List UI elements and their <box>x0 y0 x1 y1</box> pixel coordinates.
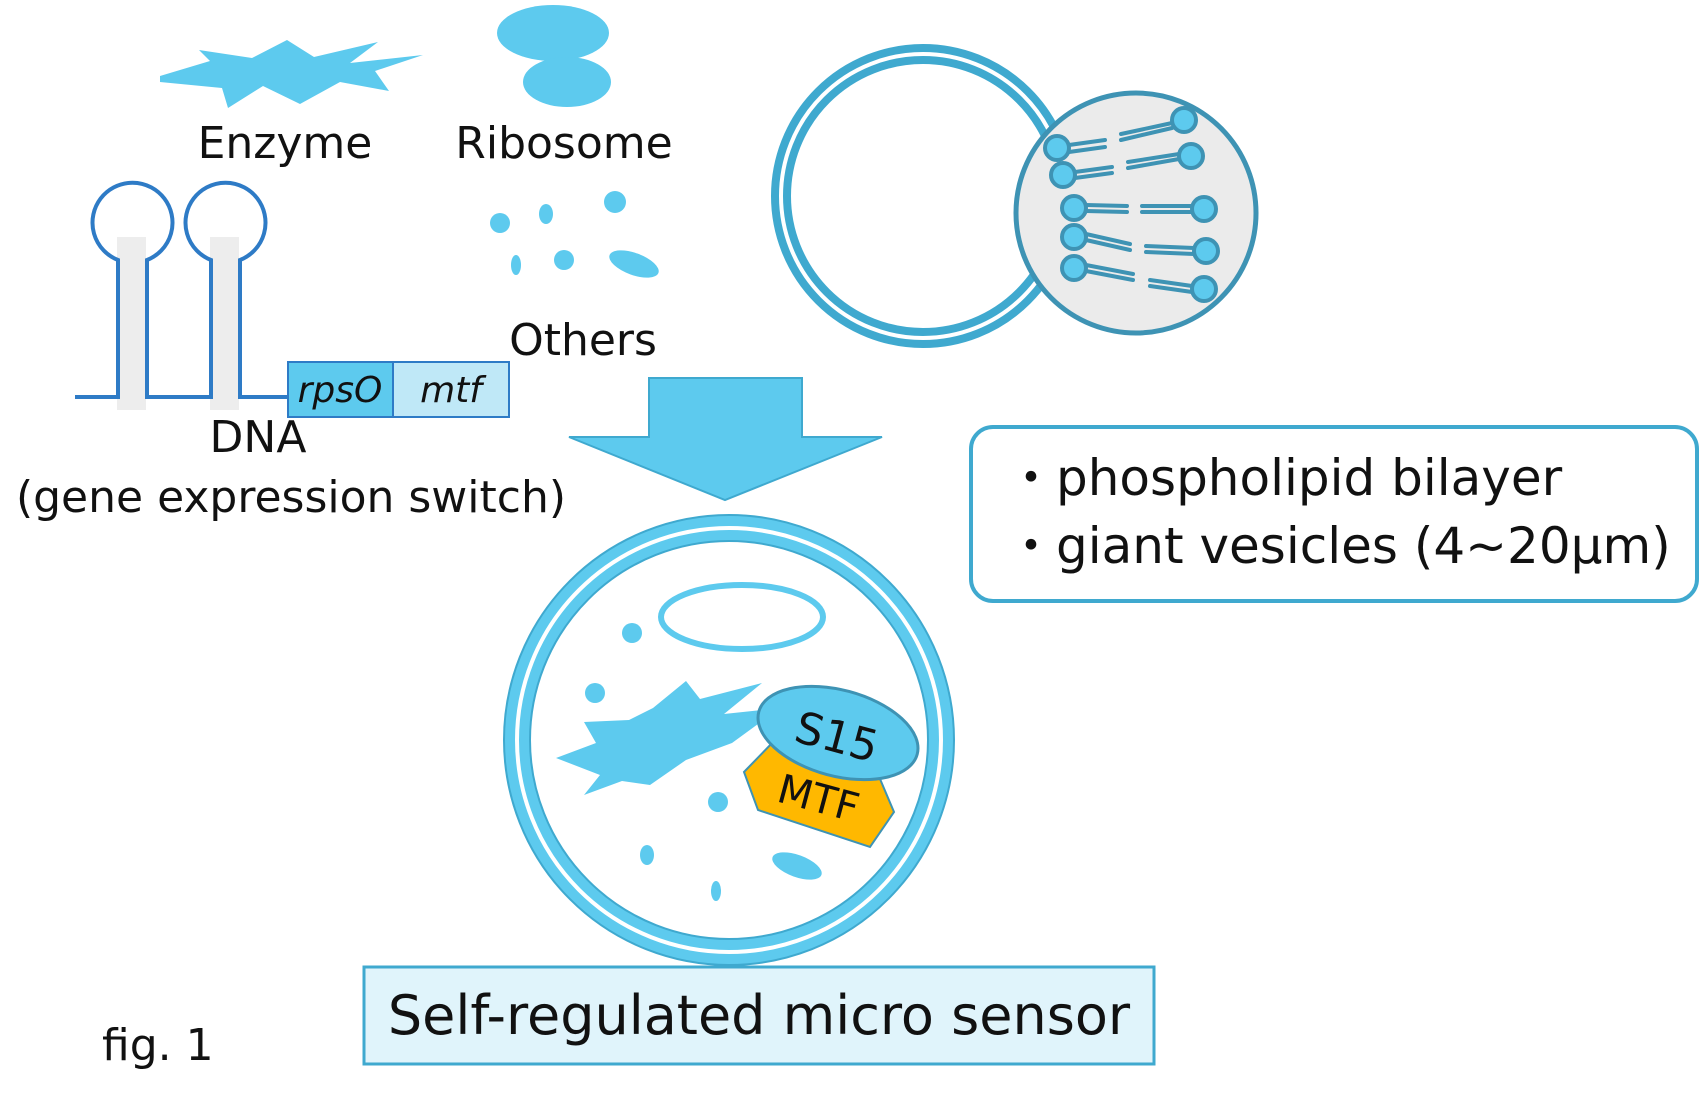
molecule-dot <box>554 250 574 270</box>
bilayer-zoom-panel <box>1013 90 1259 336</box>
dna-hairpin-structure <box>75 180 290 410</box>
molecule-dot <box>490 213 510 233</box>
dna-sublabel: (gene expression switch) <box>16 472 566 523</box>
gene-rpso-box <box>287 361 394 418</box>
inner-vesicle-icon <box>658 582 826 652</box>
molecule-dot <box>711 881 721 901</box>
lipid-tails <box>1067 121 1196 294</box>
caption-text: Self-regulated micro sensor <box>388 984 1131 1047</box>
ribosome-label: Ribosome <box>455 118 672 169</box>
inner-enzyme-icon <box>556 681 780 795</box>
enzyme-label: Enzyme <box>198 118 373 169</box>
molecule-dot <box>539 204 553 224</box>
info-bullet-phospholipid: ・phospholipid bilayer <box>1006 449 1563 507</box>
phospholipid-molecules <box>1043 106 1220 303</box>
vesicle-info-box <box>969 425 1699 603</box>
caption-box <box>362 965 1156 1066</box>
ribosome-small-subunit-icon <box>523 57 611 107</box>
ribosome-large-subunit-icon <box>497 5 609 61</box>
molecule-dot <box>640 845 654 865</box>
molecule-dot <box>772 852 822 880</box>
micro-sensor-vesicle <box>503 514 955 966</box>
others-molecules <box>490 191 659 278</box>
inner-molecules <box>585 623 822 901</box>
others-label: Others <box>509 315 657 366</box>
molecule-dot <box>622 623 642 643</box>
s15-protein-icon <box>756 684 920 782</box>
dna-label: DNA <box>210 412 307 463</box>
info-bullet-giant-vesicles: ・giant vesicles (4~20µm) <box>1006 517 1671 575</box>
molecule-dot <box>604 191 626 213</box>
enzyme-icon <box>160 40 423 108</box>
molecule-dot <box>708 792 728 812</box>
molecule-dot <box>585 683 605 703</box>
molecule-dot <box>609 250 659 278</box>
gene-mtf-label: mtf <box>420 370 487 411</box>
figure-number-label: fig. 1 <box>102 1020 214 1071</box>
down-arrow-icon <box>568 377 883 502</box>
gene-rpso-label: rpsO <box>298 370 383 411</box>
molecule-dot <box>511 255 521 275</box>
gene-mtf-box <box>392 361 510 418</box>
